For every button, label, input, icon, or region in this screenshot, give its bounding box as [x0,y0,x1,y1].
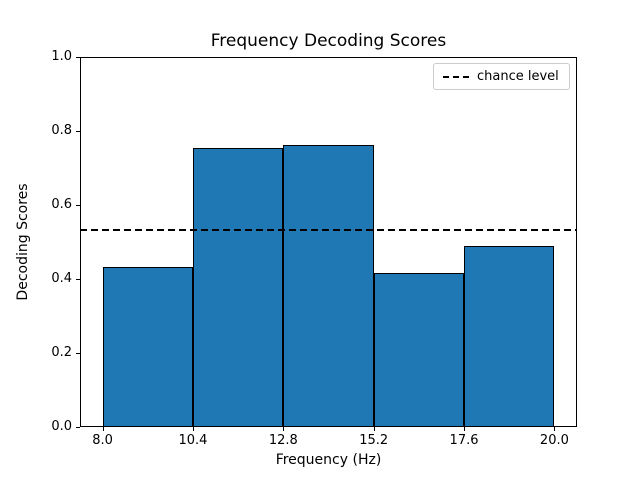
histogram-bar [283,145,374,427]
y-tick-label: 0.4 [51,271,72,286]
x-tick-label: 12.8 [268,433,298,448]
y-tick [76,427,80,428]
x-tick [373,427,375,431]
x-axis-label: Frequency (Hz) [275,452,382,468]
y-tick-label: 0.2 [51,345,72,360]
x-tick-label: 10.4 [178,433,208,448]
x-tick [554,427,556,431]
histogram-bar [102,267,193,427]
y-tick-label: 0.0 [51,419,72,434]
y-tick [76,353,80,354]
legend: chance level [433,63,570,90]
dashed-line-icon [443,75,469,78]
histogram-bar [464,246,555,427]
y-axis-label: Decoding Scores [15,183,31,301]
histogram-bar [373,273,465,427]
y-tick-label: 0.6 [51,197,72,212]
x-tick [464,427,466,431]
chance-level-line [80,229,577,232]
chart-title: Frequency Decoding Scores [210,31,447,51]
y-tick [76,279,80,280]
y-tick-label: 1.0 [51,49,72,64]
x-tick-label: 15.2 [359,433,389,448]
y-tick [76,57,80,58]
y-tick [76,131,80,132]
x-tick-label: 20.0 [539,433,569,448]
legend-label: chance level [477,69,559,84]
x-tick [283,427,285,431]
x-tick [192,427,194,431]
y-tick [76,205,80,206]
x-tick-label: 8.0 [92,433,113,448]
y-tick-label: 0.8 [51,123,72,138]
x-tick-label: 17.6 [449,433,479,448]
x-tick [102,427,104,431]
histogram-bar [192,148,284,427]
